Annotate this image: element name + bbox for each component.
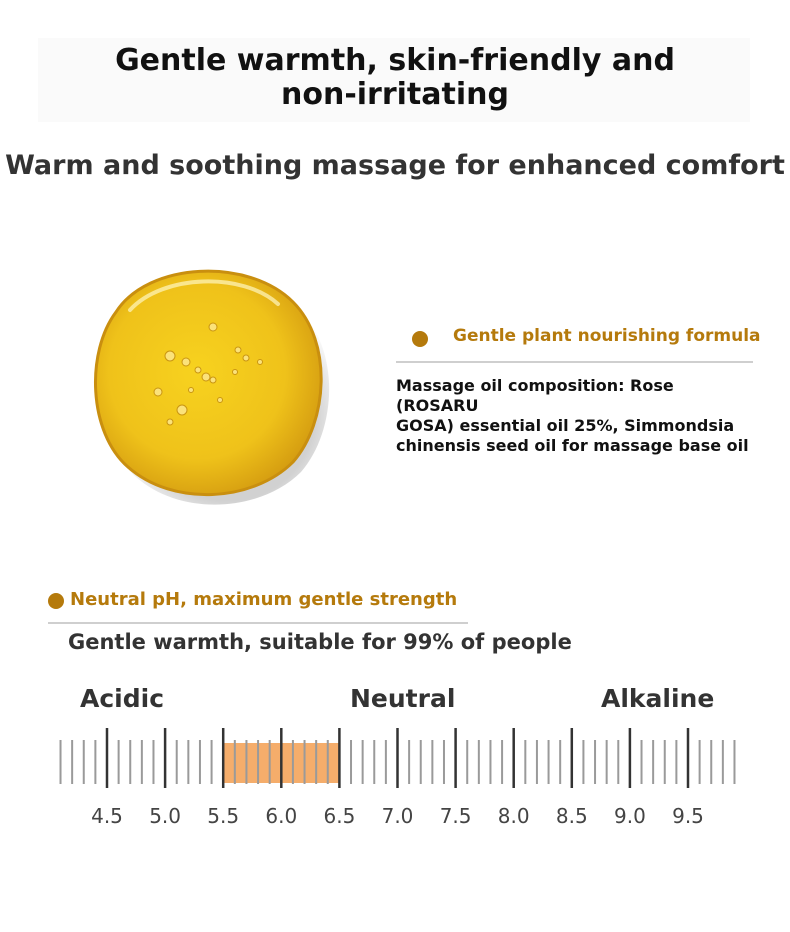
ph-tick-label: 9.0 [613,804,646,828]
page-title: Gentle warmth, skin-friendly and non-irr… [0,44,790,112]
ph-tick-label: 9.5 [672,804,704,828]
ph-divider [48,622,468,624]
title-band [38,38,750,122]
composition-line-2: GOSA) essential oil 25%, Simmondsia [396,416,735,435]
oil-drop-image [94,269,330,505]
ph-tick-label: 6.5 [323,804,356,828]
ph-tick-label: 5.0 [149,804,181,828]
ph-scale [59,728,736,788]
ph-tick-label: 7.5 [439,804,472,828]
composition-text: Massage oil composition: Rose (ROSARU GO… [396,376,756,456]
ph-tick-label: 4.5 [91,804,123,828]
formula-divider [396,361,753,363]
ph-heading: Neutral pH, maximum gentle strength [70,589,458,610]
page-title-line-2: non-irritating [281,77,509,112]
acidic-label: Acidic [80,684,165,713]
formula-bullet-icon [412,331,428,347]
ph-bullet-icon [48,593,64,609]
ph-tick-label: 8.0 [497,804,530,828]
ph-tick-label: 5.5 [207,804,240,828]
page-title-line-1: Gentle warmth, skin-friendly and [115,43,675,78]
composition-line-1: Massage oil composition: Rose (ROSARU [396,376,674,415]
formula-heading: Gentle plant nourishing formula [453,326,761,346]
ph-tick-label: 8.5 [555,804,588,828]
neutral-label: Neutral [350,684,456,713]
ph-note: Gentle warmth, suitable for 99% of peopl… [68,630,572,654]
alkaline-label: Alkaline [601,684,715,713]
composition-line-3: chinensis seed oil for massage base oil [396,436,749,455]
page-subtitle: Warm and soothing massage for enhanced c… [5,150,785,181]
ph-tick-label: 6.0 [265,804,298,828]
ph-tick-label: 7.0 [381,804,414,828]
